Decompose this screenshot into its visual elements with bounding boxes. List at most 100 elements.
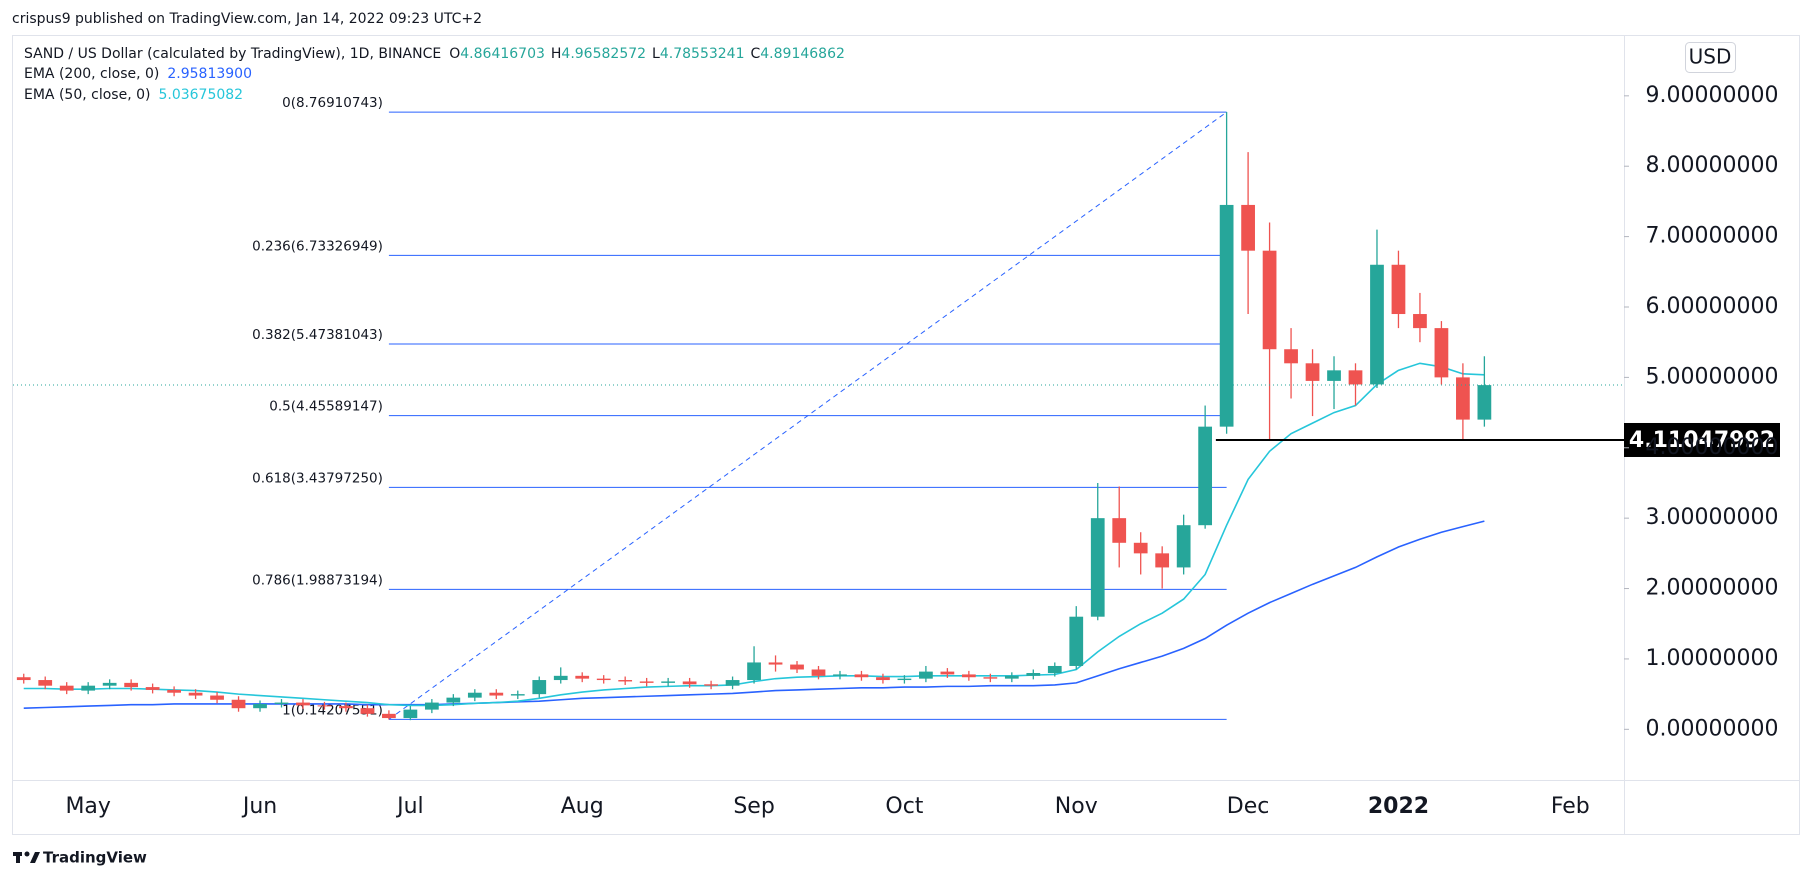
y-tick-label: 5.00000000 [1646,364,1779,389]
candle-body [704,684,718,686]
candle-body [1155,553,1170,568]
candle-body [1348,370,1363,385]
candle-body [382,713,396,719]
fib-label: 0.618(3.43797250) [252,470,383,486]
candle-body [446,697,461,703]
fib-label: 0.5(4.45589147) [269,399,383,415]
candle-body [1090,518,1105,617]
candle-body [897,678,912,681]
candle-body [919,671,933,679]
candle-body [1413,314,1427,329]
candle-body [403,709,418,719]
candle-body [1176,525,1191,568]
symbol-legend: SAND / US Dollar (calculated by TradingV… [24,46,845,62]
ohlc-key: L [652,46,660,62]
candle-body [1262,250,1277,350]
ema-legend: EMA (200, close, 0) 2.95813900 [24,66,252,82]
candle-body [1305,363,1320,381]
x-tick-label: May [65,794,110,819]
ohlc-value: 4.86416703 [460,46,545,62]
y-tick-label: 8.00000000 [1646,153,1779,178]
y-tick-label: 4.00000000 [1646,435,1779,460]
candle-body [296,702,310,706]
candle-body [274,702,289,704]
fib-label: 1(0.14207551) [282,702,383,718]
candle-body [1284,349,1298,364]
candle-body [639,681,654,683]
candle-body [983,677,998,679]
currency-box[interactable] [1685,42,1736,73]
fib-label: 0(8.76910743) [282,95,383,111]
candle-body [1434,328,1449,378]
candle-body [510,694,525,696]
candle-body [618,680,633,682]
x-tick-label: Oct [885,794,923,819]
x-tick-label: Aug [561,794,604,819]
candle-body [167,689,181,693]
candle-body [231,699,246,709]
candle-body [145,687,160,690]
candle-body [360,708,375,714]
ohlc-value: 4.89146862 [760,46,845,62]
candle-body [1241,204,1255,251]
candle-body [210,695,224,700]
brand: TradingView [43,849,147,867]
support-price-label: 4.11047992 [1629,428,1775,453]
candle-body [811,669,826,676]
candle-body [489,692,504,696]
ohlc-key: O [449,46,460,62]
brand-logo [13,851,40,863]
ohlc-value: 4.78553241 [660,46,745,62]
x-tick-label: Feb [1551,794,1590,819]
fib-label: 0.236(6.73326949) [252,238,383,254]
ema-line [23,520,1485,709]
x-tick-label: Sep [733,794,774,819]
candle-body [339,706,353,709]
candle-body [81,685,96,691]
x-tick-label: Jun [241,794,277,819]
ohlc-value: 4.96582572 [561,46,646,62]
candle-body [1456,377,1470,420]
currency: USD [1689,45,1732,69]
y-tick-label: 6.00000000 [1646,294,1779,319]
candle-body [532,680,547,695]
ema-name: EMA (200, close, 0) [24,66,159,82]
candle-body [1391,264,1406,315]
candle-body [467,692,482,698]
ema-value: 5.03675082 [158,87,243,103]
candle-body [1026,673,1041,676]
candle-body [1370,264,1384,385]
candle-body [317,705,332,707]
candle-body [833,674,847,676]
candle-body [661,681,676,683]
x-tick-label: 2022 [1368,794,1429,819]
chart-frame [12,35,1800,835]
ema-name: EMA (50, close, 0) [24,87,150,103]
y-tick-label: 9.00000000 [1646,83,1779,108]
candle-body [1004,675,1019,679]
fib-label: 0.382(5.47381043) [252,327,383,343]
candle-body [682,681,697,685]
y-tick-label: 7.00000000 [1646,224,1779,249]
y-tick-label: 2.00000000 [1646,576,1779,601]
candle-body [854,674,869,678]
overlay: 4.11047992 [1624,422,1780,457]
candle-body [1112,518,1127,543]
candle-body [424,702,439,710]
x-tick-label: Jul [395,794,424,819]
candle-body [725,680,740,686]
candle-body [124,682,139,688]
x-tick-label: Dec [1227,794,1270,819]
candle-body [1069,616,1084,666]
ema-legend: EMA (50, close, 0) 5.03675082 [24,87,243,103]
candle-body [1047,665,1062,674]
candle-body [790,664,804,670]
x-tick-label: Nov [1055,794,1098,819]
candle-body [876,677,890,681]
candle-body [16,677,31,681]
support-price-box [1624,422,1780,457]
symbol: SAND / US Dollar (calculated by TradingV… [24,46,441,62]
plot: 0(8.76910743) 0.236(6.73326949) 0.382(5.47… [13,95,1624,721]
fib-trend [388,111,1227,720]
candle-body [596,678,611,681]
